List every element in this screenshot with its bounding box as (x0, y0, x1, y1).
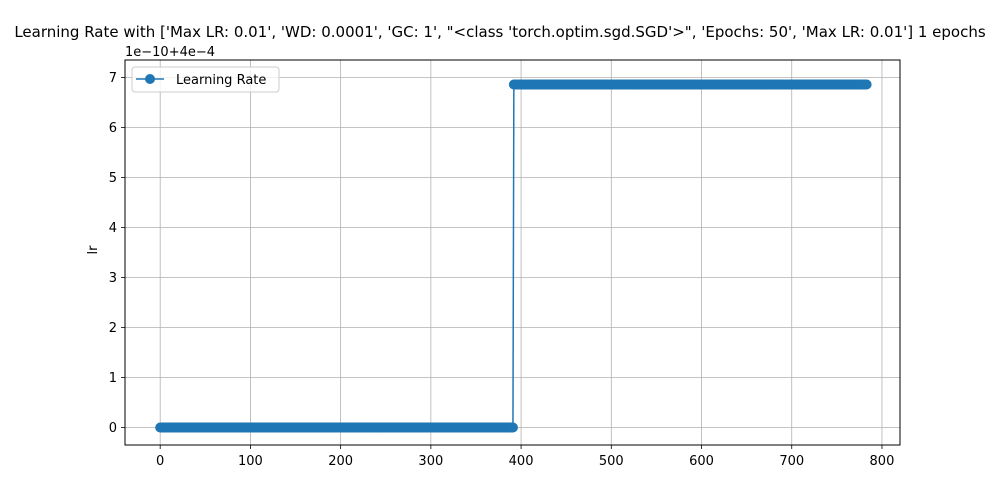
x-tick-label: 100 (238, 454, 263, 469)
series-learning-rate (155, 79, 872, 433)
y-tick-label: 2 (109, 321, 117, 336)
x-axis: 0 100 200 300 400 500 600 700 800 (156, 445, 894, 469)
y-offset-label: 1e−10+4e−4 (125, 45, 215, 60)
x-tick-label: 400 (509, 454, 534, 469)
legend: Learning Rate (131, 66, 280, 93)
y-tick-label: 5 (109, 171, 117, 186)
y-axis-label: lr (86, 245, 101, 255)
x-tick-label: 300 (418, 454, 443, 469)
y-tick-label: 6 (109, 121, 117, 136)
y-tick-label: 7 (109, 71, 117, 86)
x-tick-label: 200 (328, 454, 353, 469)
plot-frame (124, 59, 901, 446)
series-line (160, 83, 867, 429)
legend-label: Learning Rate (176, 73, 266, 88)
x-tick-label: 500 (599, 454, 624, 469)
y-tick-label: 0 (109, 421, 117, 436)
x-tick-label: 0 (156, 454, 164, 469)
y-tick-label: 4 (109, 221, 117, 236)
y-axis: 0 1 2 3 4 5 6 7 (109, 71, 125, 436)
chart-title: Learning Rate with ['Max LR: 0.01', 'WD:… (14, 23, 986, 41)
data-point (861, 79, 872, 90)
x-tick-label: 700 (779, 454, 804, 469)
legend-box (131, 66, 280, 93)
y-tick-label: 3 (109, 271, 117, 286)
data-point (507, 422, 518, 433)
legend-marker-sample (145, 74, 155, 84)
y-tick-label: 1 (109, 371, 117, 386)
x-tick-label: 600 (689, 454, 714, 469)
x-tick-label: 800 (870, 454, 895, 469)
grid (125, 60, 900, 445)
